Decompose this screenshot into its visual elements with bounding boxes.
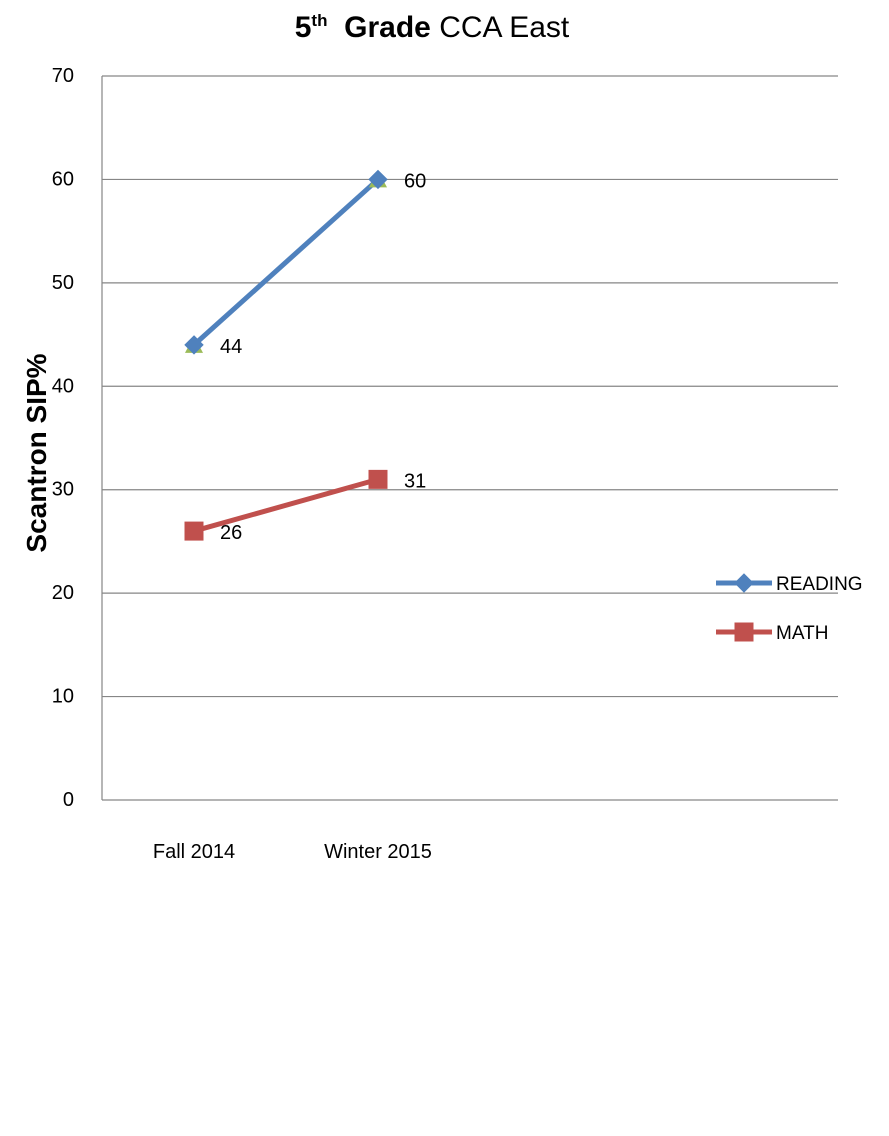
- marker-reading-1: [368, 169, 388, 190]
- series-line-reading: [192, 177, 380, 347]
- y-axis-title: Scantron SIP%: [21, 353, 52, 552]
- title-grade-word: Grade: [344, 11, 431, 44]
- data-label-reading-1: 60: [404, 170, 426, 192]
- y-tick-label-60: 60: [52, 168, 74, 190]
- y-tick-label-50: 50: [52, 272, 74, 294]
- marker-math-1: [368, 469, 388, 489]
- title-superscript: th: [311, 11, 328, 30]
- legend-marker-reading: [734, 573, 754, 593]
- marker-math-0: [184, 521, 204, 541]
- data-label-reading-0: 44: [220, 336, 242, 358]
- marker-reading-0: [184, 335, 204, 355]
- legend-marker-math: [734, 622, 754, 642]
- title-rest: CCA East: [439, 11, 570, 44]
- y-tick-label-70: 70: [52, 65, 74, 87]
- chart-title: 5th Grade CCA East: [0, 6, 864, 50]
- y-tick-label-10: 10: [52, 686, 74, 708]
- y-tick-label-0: 0: [63, 789, 74, 811]
- title-number: 5: [294, 11, 312, 44]
- legend-label-reading: READING: [776, 574, 863, 595]
- y-tick-label-30: 30: [52, 479, 74, 501]
- x-tick-label-0: Fall 2014: [153, 841, 235, 863]
- y-tick-label-20: 20: [52, 582, 74, 604]
- data-label-math-0: 26: [220, 522, 242, 544]
- y-tick-label-40: 40: [52, 375, 74, 397]
- legend-label-math: MATH: [776, 623, 828, 644]
- data-label-math-1: 31: [404, 470, 426, 492]
- x-tick-label-1: Winter 2015: [324, 841, 432, 863]
- series-line-math: [193, 476, 379, 534]
